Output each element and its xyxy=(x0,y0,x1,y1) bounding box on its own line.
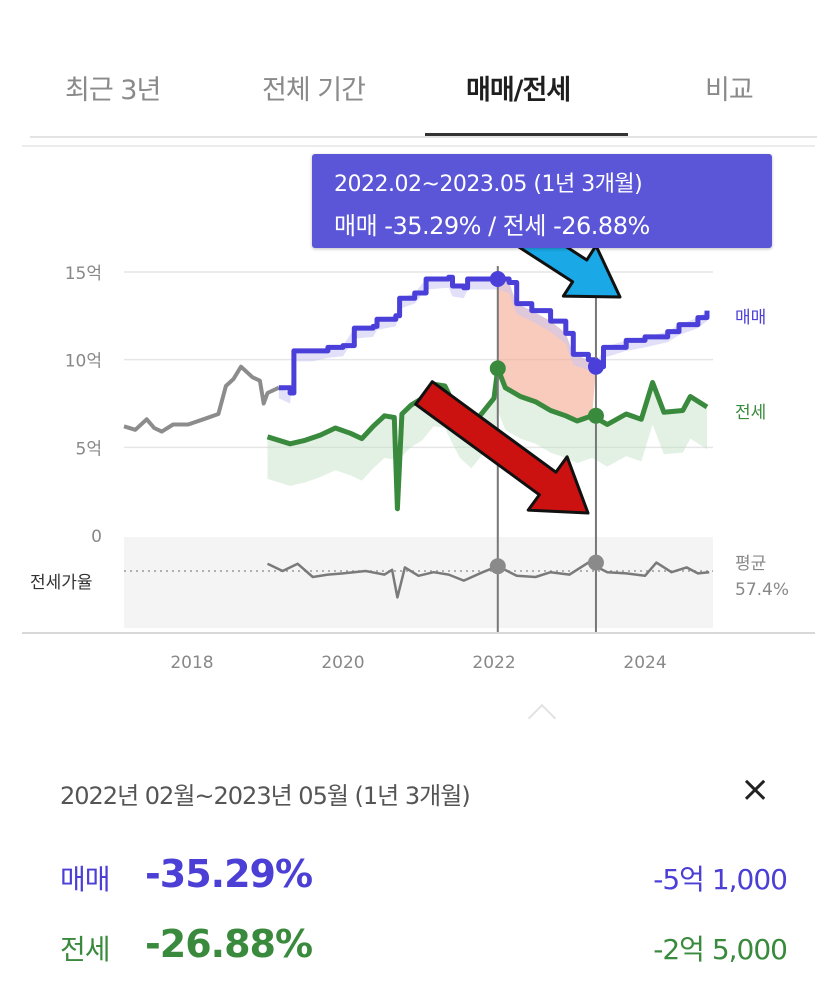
x-tick-label: 2022 xyxy=(472,653,515,673)
tabs-divider xyxy=(30,136,817,138)
red-arrow-icon xyxy=(414,380,590,515)
sale-label: 매매 xyxy=(60,863,111,896)
chevron-up-icon[interactable] xyxy=(527,703,557,733)
sale-start-marker xyxy=(489,271,506,288)
y-tick-label: 15억 xyxy=(65,264,102,284)
sale-change-amount: -5억 1,000 xyxy=(653,863,788,896)
ratio-series-line xyxy=(266,561,710,599)
sale-series-line xyxy=(278,274,710,396)
tab-recent-3-years[interactable]: 최근 3년 xyxy=(65,75,161,106)
close-icon[interactable]: × xyxy=(740,769,771,810)
jeonse-label: 전세 xyxy=(60,933,111,966)
tab-sale-jeonse[interactable]: 매매/전세 xyxy=(466,75,571,106)
jeonse-series-legend: 전세 xyxy=(735,403,766,423)
ratio-start-marker xyxy=(489,558,506,575)
sale-change-percent: -35.29% xyxy=(145,852,313,896)
jeonse-start-marker xyxy=(489,360,506,377)
ratio-label: 전세가율 xyxy=(30,573,93,593)
red-arrow-annotation xyxy=(414,380,590,515)
summary-range-text: 2022년 02월~2023년 05월 (1년 3개월) xyxy=(60,782,471,810)
ratio-average-label: 평균 xyxy=(735,554,766,574)
y-tick-label: 5억 xyxy=(76,439,102,459)
tooltip-change-text: 매매 -35.29% / 전세 -26.88% xyxy=(334,212,650,240)
ratio-panel-background xyxy=(124,537,713,628)
x-tick-label: 2020 xyxy=(321,653,364,673)
axis-labels: 15억 10억 5억 0 2018 2020 2022 2024 xyxy=(65,264,667,673)
chart-grid xyxy=(124,271,713,449)
tab-bar: 최근 3년 전체 기간 매매/전세 비교 xyxy=(30,40,817,140)
y-tick-label: 0 xyxy=(91,527,102,547)
tooltip-range-text: 2022.02~2023.05 (1년 3개월) xyxy=(334,172,643,197)
x-tick-label: 2018 xyxy=(170,653,213,673)
y-tick-label: 10억 xyxy=(65,352,102,372)
x-tick-label: 2024 xyxy=(623,653,666,673)
tab-compare[interactable]: 비교 xyxy=(705,75,754,106)
tab-all-period[interactable]: 전체 기간 xyxy=(262,75,366,106)
ratio-average-value: 57.4% xyxy=(735,580,789,600)
jeonse-end-marker xyxy=(587,407,604,424)
past-series-line xyxy=(123,364,280,434)
jeonse-change-amount: -2억 5,000 xyxy=(653,933,788,966)
jeonse-change-percent: -26.88% xyxy=(145,922,313,966)
ratio-end-marker xyxy=(587,554,604,571)
active-tab-indicator xyxy=(425,133,628,137)
sale-series-legend: 매매 xyxy=(735,308,766,328)
marker-layer xyxy=(489,271,604,575)
sale-end-marker xyxy=(587,358,604,375)
range-tooltip: 2022.02~2023.05 (1년 3개월) 매매 -35.29% / 전세… xyxy=(312,154,772,248)
